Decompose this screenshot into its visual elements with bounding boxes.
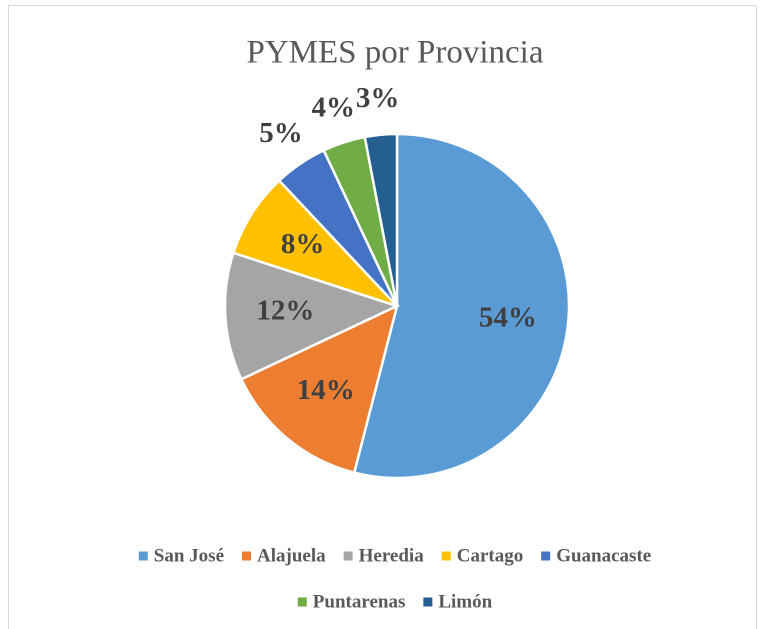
chart-title: PYMES por Provincia	[247, 35, 544, 71]
legend-swatch	[343, 551, 353, 561]
legend-label: Limón	[438, 591, 492, 612]
pie-slice	[239, 303, 399, 475]
data-label: 8%	[281, 228, 325, 260]
legend-swatch	[242, 551, 252, 561]
data-label: 5%	[259, 117, 303, 149]
legend-swatch	[423, 597, 433, 607]
data-label: 4%	[311, 91, 355, 123]
legend-label: Cartago	[457, 545, 523, 566]
legend-label: Heredia	[359, 545, 425, 566]
data-label: 54%	[479, 302, 537, 334]
legend-swatch	[541, 551, 551, 561]
legend-label: Puntarenas	[313, 591, 406, 612]
data-label: 3%	[356, 82, 400, 114]
pie-slice	[223, 251, 401, 381]
legend-swatch	[297, 597, 307, 607]
legend-label: Alajuela	[257, 545, 326, 566]
data-label: 14%	[297, 374, 355, 406]
legend-label: San José	[154, 545, 224, 566]
pie-slice	[352, 132, 571, 480]
data-label: 12%	[256, 295, 314, 327]
legend-swatch	[441, 551, 451, 561]
legend-swatch	[138, 551, 148, 561]
legend-label: Guanacaste	[556, 545, 651, 566]
pie-slice	[363, 132, 399, 307]
